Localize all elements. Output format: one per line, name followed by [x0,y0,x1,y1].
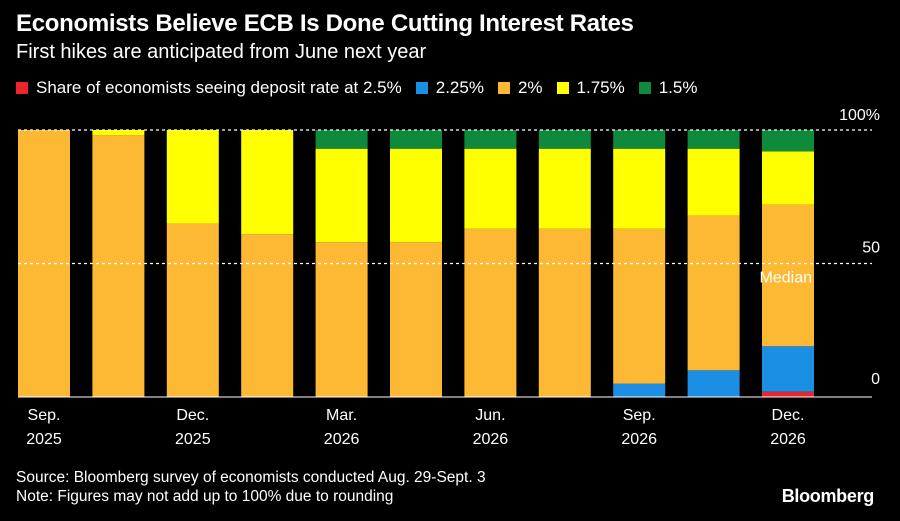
bar-segment-2pct-3 [241,234,294,397]
chart-legend: Share of economists seeing deposit rate … [16,78,711,98]
median-label: Median [760,270,812,287]
bar-segment-2pct-8 [613,228,666,384]
bar-segment-1.75pct-9 [687,148,740,216]
bloomberg-logo: Bloomberg [781,486,875,506]
x-tick-label-year: 2025 [175,431,211,448]
bar-segment-2.5pct-10 [762,391,814,397]
bar-segment-1.5pct-8 [613,130,666,149]
bar-segment-2pct-5 [390,242,442,397]
bar-segment-1.75pct-2 [166,130,219,224]
legend-label: 2.25% [435,78,484,97]
chart-footer: Source: Bloomberg survey of economists c… [16,468,486,506]
bar-segment-2pct-7 [538,228,591,397]
legend-label: 2.5% [362,78,402,97]
bar-segment-1.75pct-8 [613,148,666,229]
rounding-note: Note: Figures may not add up to 100% due… [16,488,394,505]
legend-label: 1.75% [576,78,625,97]
y-tick-label-100: 100% [839,107,880,124]
legend-label: 1.5% [658,78,698,97]
bar-segment-1.5pct-6 [464,130,517,149]
x-tick-label-month: Sep. [28,407,61,424]
stacked-bar-chart: Median 100% 50 0 Sep. 2025 Dec. 2025 Mar. 2026 Jun… [18,107,880,448]
chart-title: Economists Believe ECB Is Done Cutting I… [16,10,634,37]
legend-swatch [638,82,651,94]
bar-segment-1.5pct-5 [390,130,442,149]
legend-item-1.75: 1.75% [556,78,625,98]
x-tick-label-year: 2026 [324,431,360,448]
bar-segment-2.25pct-10 [762,346,814,392]
x-tick-label-year: 2025 [26,431,62,448]
bar-segment-2pct-4 [315,242,368,397]
legend-label: 2% [517,78,543,97]
y-tick-label-50: 50 [862,240,880,257]
bar-segment-1.5pct-10 [762,130,814,152]
x-tick-label-month: Jun. [475,407,505,424]
bar-segment-2pct-9 [687,215,740,371]
bar-segment-2pct-2 [166,223,219,397]
bar-segment-1.75pct-10 [762,151,814,205]
bar-segment-2pct-6 [464,228,517,397]
bar-segment-1.5pct-9 [687,130,740,149]
legend-item-2: 2% [497,78,543,98]
bar-segment-1.75pct-4 [315,148,368,243]
legend-item-1.5: 1.5% [638,78,698,98]
x-tick-label-month: Mar. [326,407,357,424]
y-tick-label-0: 0 [871,371,880,388]
source-note: Source: Bloomberg survey of economists c… [16,469,486,486]
bar-segment-2.25pct-8 [613,383,666,397]
legend-prefix: Share of economists seeing deposit rate … [36,78,359,97]
bar-segment-2pct-1 [92,135,145,397]
x-tick-label-year: 2026 [770,431,806,448]
bar-segment-1.5pct-7 [538,130,591,149]
bar-segment-1.75pct-7 [538,148,591,229]
legend-item-2.25: 2.25% [415,78,484,98]
x-tick-label-month: Dec. [176,407,209,424]
legend-swatch [415,82,428,94]
x-tick-label-year: 2026 [621,431,657,448]
legend-item-2.5: Share of economists seeing deposit rate … [16,78,402,98]
bar-segment-2pct-10 [762,204,814,347]
legend-swatch [16,82,28,94]
bar-segment-1.75pct-5 [390,148,442,243]
x-tick-label-month: Dec. [772,407,805,424]
legend-swatch [497,82,510,94]
bar-segment-1.75pct-6 [464,148,517,229]
chart-subtitle: First hikes are anticipated from June ne… [16,41,427,63]
x-tick-label-year: 2026 [473,431,509,448]
bar-segment-1.75pct-3 [241,130,294,235]
bar-segment-1.75pct-1 [92,130,145,136]
legend-swatch [556,82,569,94]
x-tick-label-month: Sep. [623,407,656,424]
bar-segment-1.5pct-4 [315,130,368,149]
bar-segment-2.25pct-9 [687,370,740,397]
